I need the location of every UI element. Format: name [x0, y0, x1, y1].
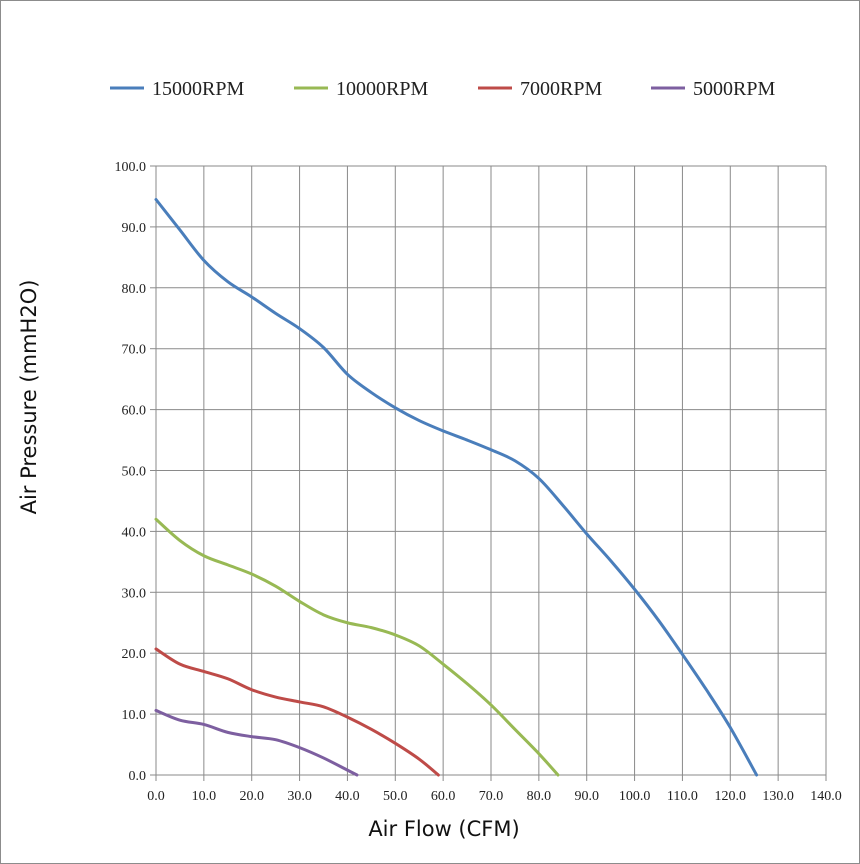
- x-axis-title: Air Flow (CFM): [368, 817, 519, 841]
- series-line-5000rpm: [154, 708, 359, 777]
- x-tick-label: 10.0: [192, 789, 217, 804]
- legend[interactable]: 15000RPM 10000RPM 7000RPM 5000RPM: [110, 78, 775, 100]
- x-tick-label: 110.0: [667, 789, 698, 804]
- y-tick-label: 80.0: [122, 282, 147, 297]
- y-tick-label: 70.0: [122, 343, 147, 358]
- series-line-15000rpm: [154, 198, 759, 777]
- series-line-10000rpm: [154, 517, 560, 777]
- grid-layer: [150, 165, 827, 781]
- x-tick-label: 140.0: [810, 789, 842, 804]
- y-tick-label: 30.0: [122, 586, 147, 601]
- y-tick-label: 40.0: [122, 525, 147, 540]
- x-tick-label: 20.0: [239, 789, 264, 804]
- y-tick-label: 0.0: [129, 769, 147, 784]
- legend-label: 10000RPM: [336, 78, 428, 100]
- legend-label: 15000RPM: [152, 78, 244, 100]
- x-tick-label: 0.0: [147, 789, 165, 804]
- x-tick-label: 90.0: [574, 789, 599, 804]
- y-tick-label: 100.0: [115, 160, 147, 175]
- x-tick-label: 70.0: [479, 789, 504, 804]
- x-tick-label: 130.0: [762, 789, 794, 804]
- x-tick-label: 80.0: [527, 789, 552, 804]
- y-axis-title: Air Pressure (mmH2O): [17, 280, 41, 515]
- x-tick-label: 40.0: [335, 789, 360, 804]
- y-tick-label: 20.0: [122, 647, 147, 662]
- x-tick-label: 120.0: [715, 789, 747, 804]
- x-tick-label: 60.0: [431, 789, 456, 804]
- y-tick-label: 50.0: [122, 465, 147, 480]
- legend-label: 5000RPM: [693, 78, 775, 100]
- y-tick-label: 60.0: [122, 404, 147, 419]
- legend-label: 7000RPM: [520, 78, 602, 100]
- x-tick-label: 100.0: [619, 789, 651, 804]
- tick-label-layer: 0.0 10.0 20.0 30.0 40.0 50.0 60.0 70.0 80.0 90.0 1…: [115, 160, 842, 804]
- x-tick-label: 30.0: [287, 789, 312, 804]
- series-layer: [154, 198, 759, 777]
- y-tick-label: 10.0: [122, 708, 147, 723]
- series-line-7000rpm: [154, 647, 440, 777]
- x-tick-label: 50.0: [383, 789, 408, 804]
- y-tick-label: 90.0: [122, 221, 147, 236]
